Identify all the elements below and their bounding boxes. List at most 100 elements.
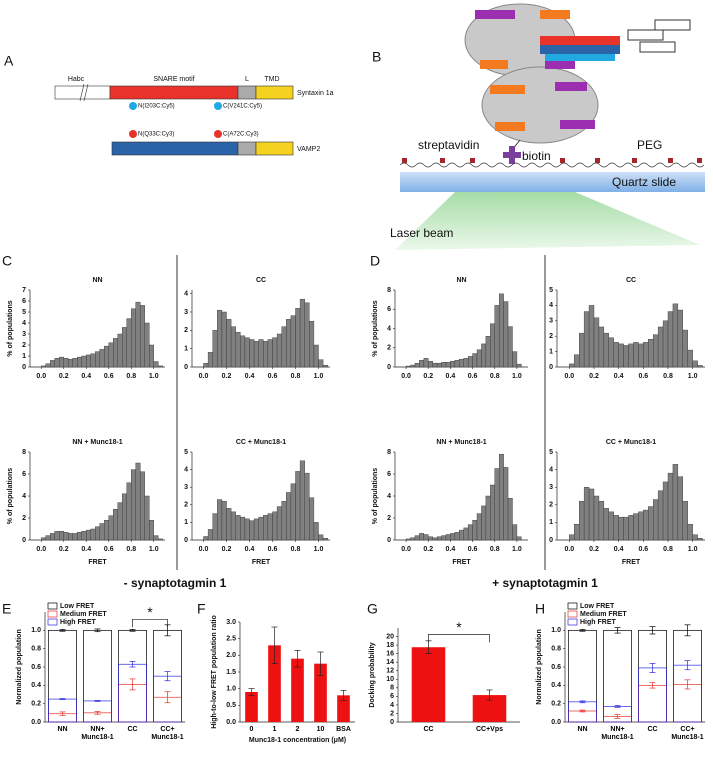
- y-tick-label: 1: [184, 346, 188, 353]
- histogram-bar: [638, 511, 644, 541]
- chart-title: NN + Munc18-1: [436, 439, 486, 446]
- histogram-bar: [687, 523, 693, 541]
- x-tick-label: 0.6: [268, 373, 278, 380]
- histogram-bar: [217, 309, 223, 368]
- histogram-bar: [131, 308, 136, 368]
- chart-title: NN: [456, 277, 466, 284]
- histogram-bar: [613, 342, 619, 368]
- histogram-bar: [63, 532, 69, 541]
- histogram-bar: [59, 531, 64, 541]
- legend-swatch: [47, 618, 58, 626]
- setup-label: Quartz slide: [612, 175, 676, 189]
- panel-label: A: [4, 53, 14, 69]
- histogram-bar: [503, 301, 509, 368]
- bar: [638, 684, 667, 723]
- x-tick-label: 0.8: [291, 373, 301, 380]
- histogram-bar: [667, 472, 674, 541]
- histogram-bar: [286, 492, 292, 541]
- x-tick-label-box: CC: [127, 726, 137, 733]
- histogram-bar: [472, 520, 478, 541]
- bar: [83, 629, 112, 723]
- y-tick-label: 3: [549, 318, 553, 325]
- x-tick-label-box: NN+ Munc18-1: [601, 726, 633, 741]
- bar: [673, 684, 702, 723]
- histogram-bar: [68, 359, 73, 368]
- y-tick-label: 6: [22, 298, 26, 305]
- x-tick-label: 0.2: [59, 546, 69, 553]
- y-tick-label: 5: [22, 309, 26, 316]
- histogram-bar: [104, 345, 109, 368]
- bar: [48, 629, 77, 723]
- histogram-bar: [290, 315, 296, 368]
- histogram-bar: [459, 359, 464, 368]
- histogram-bar: [304, 472, 310, 541]
- significance-mark: *: [147, 604, 153, 620]
- histogram-bar: [81, 531, 87, 541]
- x-tick-label: 10: [316, 726, 325, 733]
- histogram-bar: [490, 484, 495, 541]
- setup-label: Laser beam: [390, 226, 453, 240]
- histogram-bar: [272, 337, 278, 368]
- legend-label: Medium FRET: [580, 611, 627, 618]
- histogram-bar: [445, 534, 451, 541]
- histogram-bar: [212, 513, 218, 541]
- histogram-bar: [494, 468, 500, 541]
- y-tick-label: 10: [386, 676, 394, 683]
- histogram-bar: [628, 343, 634, 368]
- y-tick-label: 4: [184, 466, 188, 473]
- y-tick-label: 0: [184, 537, 188, 544]
- section-label: + synaptotagmin 1: [492, 576, 598, 590]
- histogram-bar: [643, 342, 649, 368]
- y-tick-label: 0.2: [551, 701, 561, 708]
- histogram-bar: [498, 454, 504, 541]
- bar: [673, 664, 702, 723]
- histogram-bar: [108, 342, 114, 368]
- x-tick-label-box: 0: [250, 726, 254, 733]
- x-tick-label: 0.2: [222, 373, 232, 380]
- bar: [411, 647, 446, 722]
- bar: [603, 629, 632, 723]
- histogram-bar: [498, 293, 504, 368]
- histogram-bar: [86, 354, 91, 368]
- y-tick-label: 4: [549, 466, 553, 473]
- bar: [118, 629, 147, 723]
- y-tick-label: 18: [386, 642, 394, 649]
- histogram-bar: [638, 343, 644, 368]
- y-tick-label: 3: [184, 484, 188, 491]
- histogram-bar: [485, 495, 491, 541]
- histogram-bar: [45, 535, 51, 541]
- y-tick-label: 3: [184, 309, 188, 316]
- setup-label: biotin: [522, 149, 551, 163]
- histogram-bar: [574, 354, 580, 368]
- y-tick-label: 2: [387, 515, 391, 522]
- histogram-bar: [603, 332, 609, 368]
- y-tick-label: 0.0: [31, 719, 41, 726]
- y-tick-label: 1.5: [226, 669, 236, 676]
- histogram-bar: [593, 495, 600, 541]
- histogram-bar: [697, 538, 703, 541]
- histogram-bar: [81, 355, 87, 368]
- histogram-bar: [158, 365, 163, 368]
- y-tick-label: 2: [549, 333, 553, 340]
- histogram-bar: [618, 343, 624, 368]
- y-tick-label: 2: [184, 327, 188, 334]
- histogram-bar: [623, 516, 629, 541]
- x-tick-label: 0.6: [638, 373, 648, 380]
- histogram-bar: [221, 501, 227, 541]
- histogram-bar: [608, 337, 614, 368]
- histogram-bar: [419, 360, 425, 368]
- x-tick-label: 0.4: [81, 546, 91, 553]
- histogram-bar: [153, 361, 159, 368]
- histogram-bar: [598, 326, 605, 368]
- histogram-bar: [687, 349, 693, 368]
- histogram-bar: [244, 337, 250, 368]
- histogram-bar: [267, 339, 273, 368]
- histogram-bar: [126, 482, 132, 541]
- histogram-bar: [692, 360, 698, 368]
- x-tick-label: 0.2: [589, 373, 599, 380]
- y-tick-label: 0: [387, 364, 391, 371]
- histogram-bar: [276, 506, 282, 541]
- histogram-bar: [253, 518, 259, 541]
- chart-title: CC: [256, 277, 266, 284]
- setup-label: streptavidin: [418, 138, 479, 152]
